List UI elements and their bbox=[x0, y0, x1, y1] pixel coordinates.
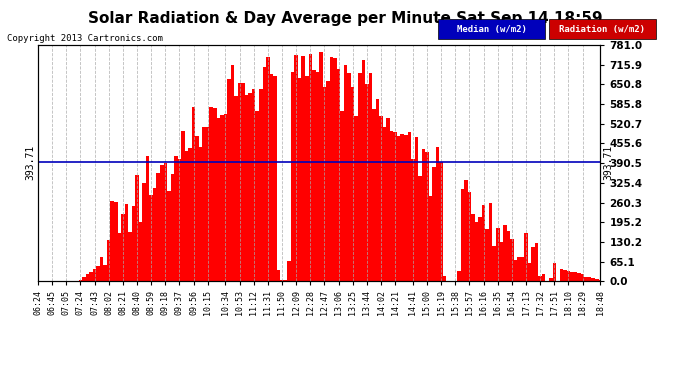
Text: 393.71: 393.71 bbox=[25, 144, 35, 180]
Text: Median (w/m2): Median (w/m2) bbox=[457, 25, 526, 34]
Text: 393.71: 393.71 bbox=[603, 144, 613, 180]
Text: Radiation (w/m2): Radiation (w/m2) bbox=[559, 25, 645, 34]
Text: Copyright 2013 Cartronics.com: Copyright 2013 Cartronics.com bbox=[7, 34, 163, 43]
Text: Solar Radiation & Day Average per Minute Sat Sep 14 18:59: Solar Radiation & Day Average per Minute… bbox=[88, 11, 602, 26]
